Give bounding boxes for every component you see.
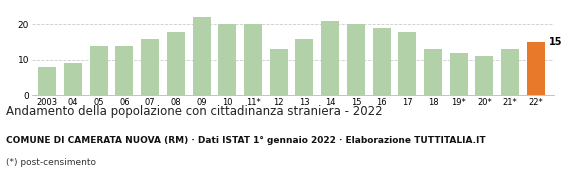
Bar	[193, 17, 211, 95]
Bar	[270, 49, 288, 95]
Bar	[347, 24, 365, 95]
Bar	[450, 53, 467, 95]
Text: (*) post-censimento: (*) post-censimento	[6, 158, 96, 167]
Bar	[321, 21, 339, 95]
Bar	[38, 67, 56, 95]
Bar	[527, 42, 545, 95]
Bar	[476, 56, 494, 95]
Bar	[244, 24, 262, 95]
Bar	[398, 32, 416, 95]
Bar	[141, 39, 159, 95]
Text: 15: 15	[549, 37, 563, 47]
Bar	[424, 49, 442, 95]
Bar	[501, 49, 519, 95]
Bar	[295, 39, 313, 95]
Bar	[167, 32, 185, 95]
Bar	[90, 46, 108, 95]
Bar	[64, 63, 82, 95]
Bar	[115, 46, 133, 95]
Text: Andamento della popolazione con cittadinanza straniera - 2022: Andamento della popolazione con cittadin…	[6, 105, 382, 118]
Bar	[218, 24, 236, 95]
Text: COMUNE DI CAMERATA NUOVA (RM) · Dati ISTAT 1° gennaio 2022 · Elaborazione TUTTIT: COMUNE DI CAMERATA NUOVA (RM) · Dati IST…	[6, 136, 485, 145]
Bar	[372, 28, 390, 95]
